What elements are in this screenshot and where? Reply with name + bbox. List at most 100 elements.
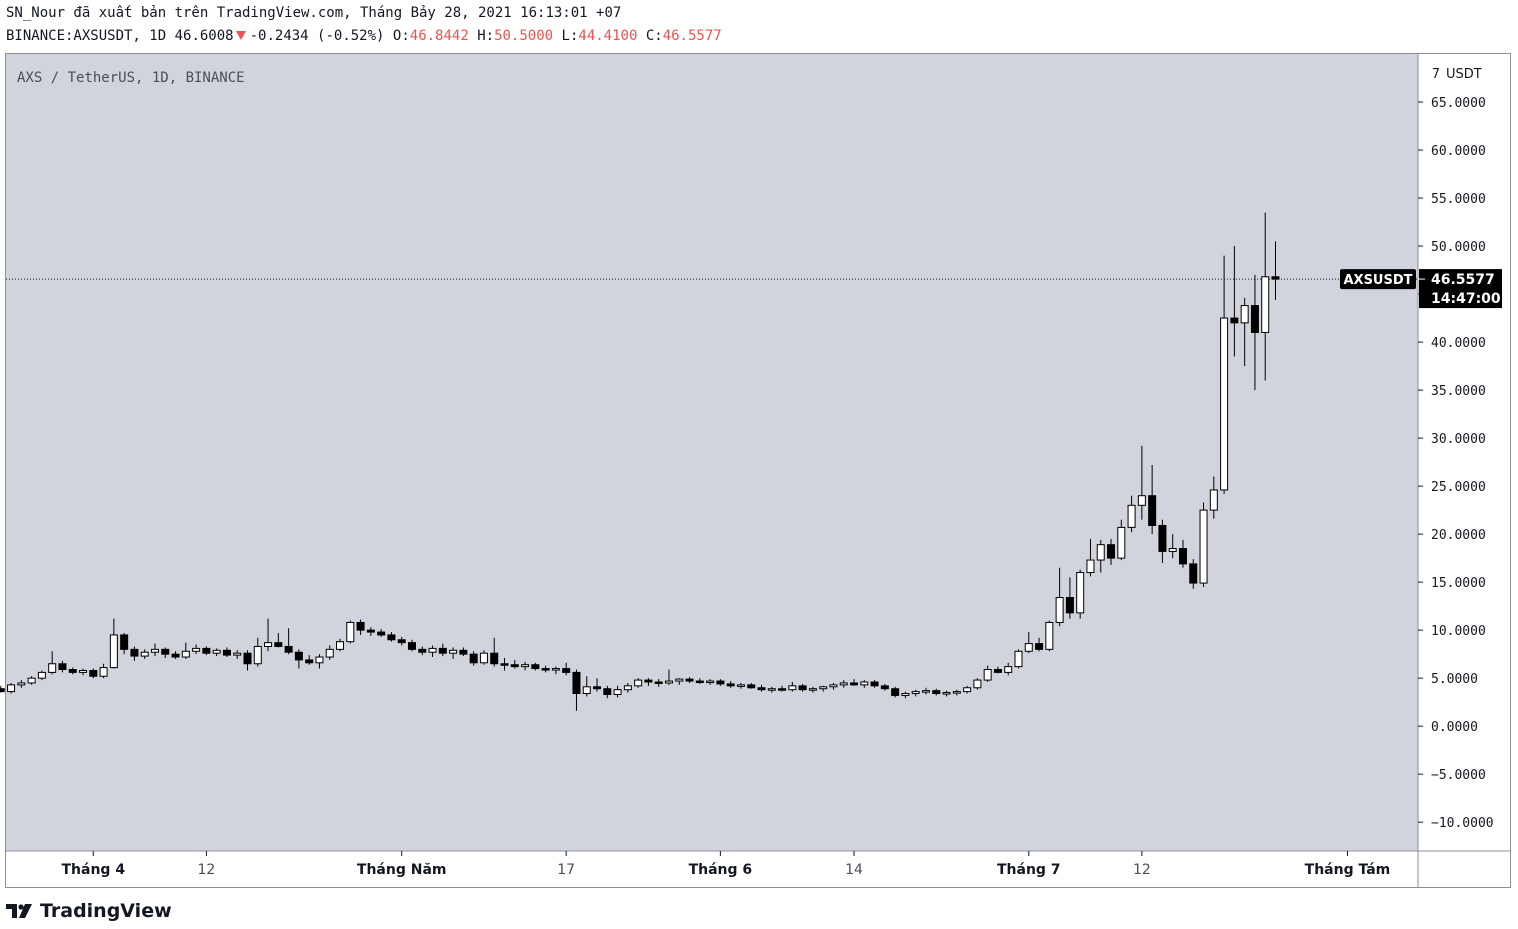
candle-body [89,669,98,677]
candle-body [150,648,159,653]
candle-body [973,679,982,689]
candle-body [767,688,776,691]
symbol-tag: AXSUSDT [1343,273,1412,288]
candle-body [243,652,252,665]
price-tag-bg [1419,269,1502,309]
y-axis-unit: USDT [1446,67,1482,82]
candle-body [850,682,859,686]
high-label: H: [477,28,495,44]
candle-body [819,686,828,690]
candle-body [870,681,879,687]
y-tick-label: 40.0000 [1431,336,1486,351]
candle-body [418,648,427,653]
ohlc-legend: BINANCE:AXSUSDT, 1D 46.6008 -0.2434 (-0.5… [6,28,722,44]
open-label: O: [392,28,410,44]
candle-body [1117,526,1126,559]
candle-body [1096,544,1105,561]
close-label: C: [645,28,663,44]
candle-body [613,689,622,695]
down-triangle-icon [235,31,246,40]
y-tick-label: 15.0000 [1431,576,1486,591]
candle-body [37,671,46,679]
x-tick-label: 12 [1133,862,1151,878]
candle-body [562,668,571,673]
chart-frame [5,53,1511,888]
time-axis [6,851,1418,887]
candle-body [788,685,797,691]
candle-body [264,642,273,647]
candle-body [161,648,170,655]
candle-body [1271,276,1280,280]
candle-body [1004,666,1013,673]
plot-area [6,54,1418,851]
candle-body [911,691,920,695]
candle-body [79,669,88,673]
x-tick-label: Tháng 6 [689,862,753,878]
candle-body [1127,504,1136,528]
y-tick-label: 30.0000 [1431,432,1486,447]
y-tick-label: 35.0000 [1431,384,1486,399]
candle-body [27,677,36,684]
tradingview-logo[interactable]: TradingView [6,900,172,922]
candle-body [1014,650,1023,668]
candle-body [1137,495,1146,506]
candle-body [130,648,139,657]
candle-body [48,663,57,673]
candle-body [449,649,458,654]
y-tick-label: 65.0000 [1431,96,1486,111]
tradingview-logo-icon [6,904,32,918]
candle-body [983,669,992,681]
countdown-timer: 14:47:00 [1431,291,1501,307]
low-label: L: [561,28,579,44]
candle-body [634,679,643,687]
symbol-label: BINANCE:AXSUSDT, 1D [6,28,167,44]
candle-body [377,631,386,636]
candle-body [366,629,375,633]
candle-body [171,653,180,658]
candle-body [921,690,930,693]
candle-body [387,634,396,641]
candle-body [880,685,889,690]
candle-body [7,684,16,693]
x-tick-label: Tháng 4 [62,862,126,878]
brand-name: TradingView [40,900,172,922]
candle-body [1024,643,1033,652]
candle-body [541,668,550,671]
y-tick-label: 60.0000 [1431,144,1486,159]
candle-body [798,685,807,691]
candle-body [860,681,869,686]
candle-body [58,663,67,671]
candle-body [654,681,663,684]
x-tick-label: Tháng Năm [357,862,447,878]
candle-body [469,653,478,664]
candle-body [192,647,201,652]
candle-body [1045,621,1054,650]
high-value: 50.5000 [494,28,554,44]
last-price: 46.6008 [174,28,234,44]
candle-body [325,648,334,658]
candle-body [1178,548,1187,565]
candle-body [284,645,293,653]
candle-body [993,669,1002,673]
candle-body [593,686,602,690]
candle-body [68,669,77,673]
chart-title: AXS / TetherUS, 1D, BINANCE [17,70,245,86]
candle-body [181,650,190,658]
candle-body [1065,596,1074,614]
y-tick-label: 25.0000 [1431,480,1486,495]
y-tick-label: −5.0000 [1431,768,1486,783]
candle-body [778,688,787,691]
candle-body [202,647,211,654]
candle-body [716,680,725,685]
y-tick-label: 5.0000 [1431,672,1478,687]
candle-body [315,656,324,664]
candle-body [99,667,108,677]
candle-body [808,688,817,691]
symbol-tag-bg [1340,269,1416,290]
candle-body [274,642,283,647]
x-tick-label: 17 [557,862,575,878]
candle-body [1209,489,1218,511]
candle-body [1199,509,1208,584]
candle-body [829,684,838,688]
